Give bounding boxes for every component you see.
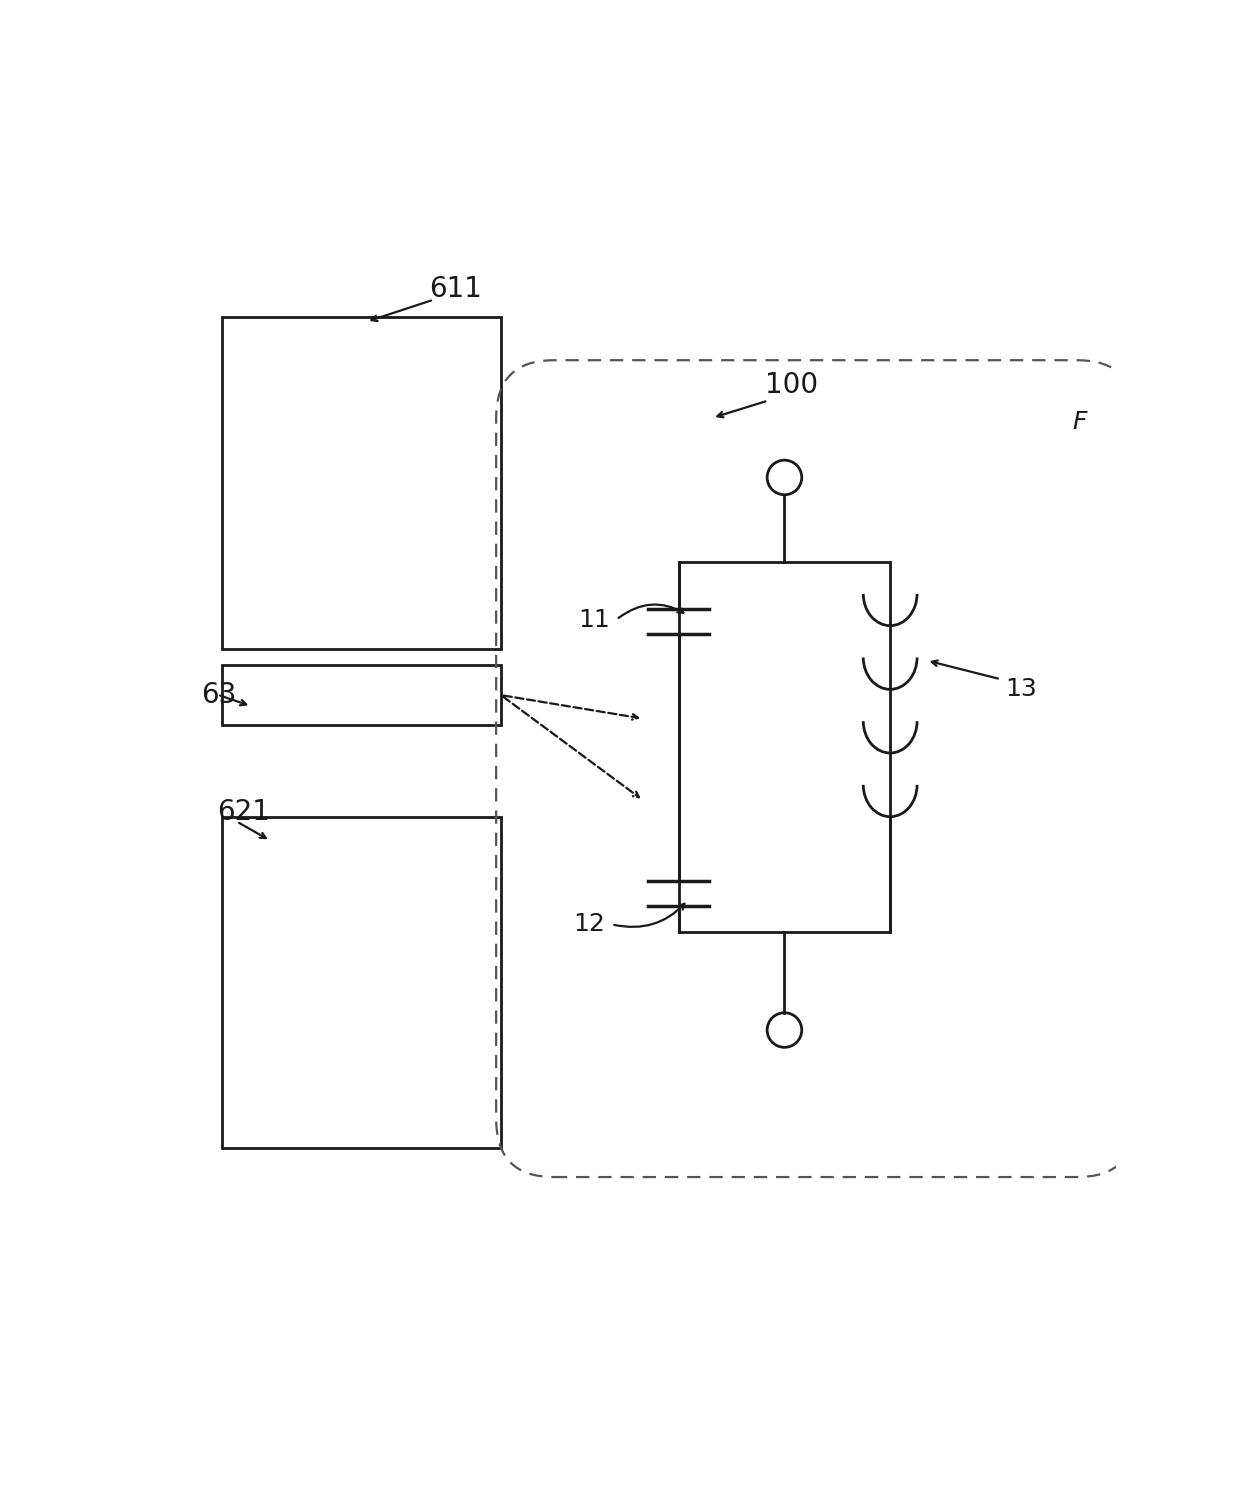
Text: 100: 100 [765,371,818,398]
Text: 63: 63 [201,681,237,708]
Text: 611: 611 [429,275,482,302]
Text: 621: 621 [217,798,270,827]
Text: 13: 13 [1006,676,1037,700]
Text: F: F [1073,410,1087,434]
Text: 11: 11 [578,607,610,631]
Text: 12: 12 [573,912,605,936]
